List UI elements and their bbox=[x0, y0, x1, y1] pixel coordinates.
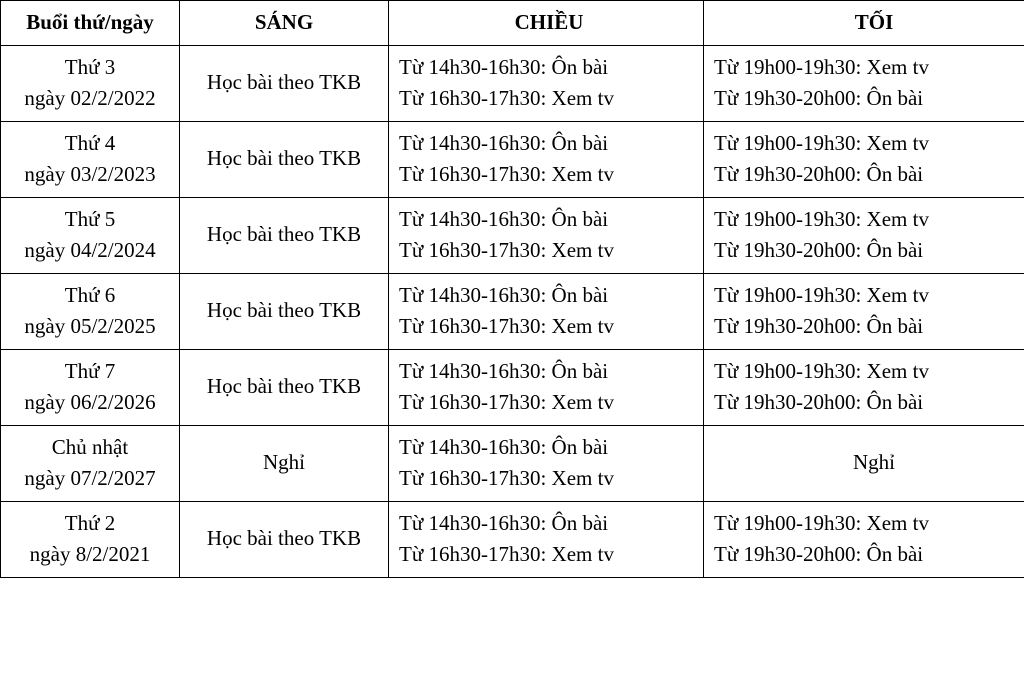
schedule-table: Buổi thứ/ngày SÁNG CHIỀU TỐI Thứ 3ngày 0… bbox=[0, 0, 1024, 578]
table-body: Thứ 3ngày 02/2/2022Học bài theo TKBTừ 14… bbox=[1, 45, 1024, 577]
table-row: Thứ 5ngày 04/2/2024Học bài theo TKBTừ 14… bbox=[1, 197, 1024, 273]
chieu-line1: Từ 14h30-16h30: Ôn bài bbox=[399, 432, 699, 464]
cell-toi: Từ 19h00-19h30: Xem tvTừ 19h30-20h00: Ôn… bbox=[704, 121, 1024, 197]
cell-chieu: Từ 14h30-16h30: Ôn bàiTừ 16h30-17h30: Xe… bbox=[389, 349, 704, 425]
chieu-line1: Từ 14h30-16h30: Ôn bài bbox=[399, 204, 699, 236]
cell-chieu: Từ 14h30-16h30: Ôn bàiTừ 16h30-17h30: Xe… bbox=[389, 45, 704, 121]
cell-toi: Nghỉ bbox=[704, 425, 1024, 501]
toi-line2: Từ 19h30-20h00: Ôn bài bbox=[714, 387, 1024, 419]
cell-chieu: Từ 14h30-16h30: Ôn bàiTừ 16h30-17h30: Xe… bbox=[389, 273, 704, 349]
chieu-line2: Từ 16h30-17h30: Xem tv bbox=[399, 539, 699, 571]
day-weekday: Thứ 4 bbox=[5, 128, 175, 160]
day-date: ngày 04/2/2024 bbox=[5, 235, 175, 267]
toi-line1: Từ 19h00-19h30: Xem tv bbox=[714, 280, 1024, 312]
cell-toi: Từ 19h00-19h30: Xem tvTừ 19h30-20h00: Ôn… bbox=[704, 197, 1024, 273]
cell-day: Thứ 5ngày 04/2/2024 bbox=[1, 197, 180, 273]
cell-day: Thứ 7ngày 06/2/2026 bbox=[1, 349, 180, 425]
cell-chieu: Từ 14h30-16h30: Ôn bàiTừ 16h30-17h30: Xe… bbox=[389, 425, 704, 501]
toi-line1: Từ 19h00-19h30: Xem tv bbox=[714, 52, 1024, 84]
cell-toi: Từ 19h00-19h30: Xem tvTừ 19h30-20h00: Ôn… bbox=[704, 45, 1024, 121]
header-sang: SÁNG bbox=[180, 1, 389, 46]
chieu-line1: Từ 14h30-16h30: Ôn bài bbox=[399, 128, 699, 160]
table-row: Thứ 2ngày 8/2/2021Học bài theo TKBTừ 14h… bbox=[1, 501, 1024, 577]
header-day: Buổi thứ/ngày bbox=[1, 1, 180, 46]
toi-line1: Nghỉ bbox=[714, 447, 1024, 479]
toi-line1: Từ 19h00-19h30: Xem tv bbox=[714, 508, 1024, 540]
toi-line2: Từ 19h30-20h00: Ôn bài bbox=[714, 83, 1024, 115]
cell-sang: Nghỉ bbox=[180, 425, 389, 501]
toi-line1: Từ 19h00-19h30: Xem tv bbox=[714, 204, 1024, 236]
chieu-line1: Từ 14h30-16h30: Ôn bài bbox=[399, 508, 699, 540]
toi-line2: Từ 19h30-20h00: Ôn bài bbox=[714, 539, 1024, 571]
day-date: ngày 8/2/2021 bbox=[5, 539, 175, 571]
day-weekday: Thứ 6 bbox=[5, 280, 175, 312]
cell-toi: Từ 19h00-19h30: Xem tvTừ 19h30-20h00: Ôn… bbox=[704, 273, 1024, 349]
chieu-line1: Từ 14h30-16h30: Ôn bài bbox=[399, 52, 699, 84]
cell-day: Thứ 2ngày 8/2/2021 bbox=[1, 501, 180, 577]
chieu-line2: Từ 16h30-17h30: Xem tv bbox=[399, 235, 699, 267]
chieu-line2: Từ 16h30-17h30: Xem tv bbox=[399, 463, 699, 495]
cell-chieu: Từ 14h30-16h30: Ôn bàiTừ 16h30-17h30: Xe… bbox=[389, 121, 704, 197]
cell-day: Thứ 6ngày 05/2/2025 bbox=[1, 273, 180, 349]
day-weekday: Thứ 2 bbox=[5, 508, 175, 540]
day-date: ngày 07/2/2027 bbox=[5, 463, 175, 495]
day-weekday: Thứ 5 bbox=[5, 204, 175, 236]
chieu-line1: Từ 14h30-16h30: Ôn bài bbox=[399, 356, 699, 388]
chieu-line1: Từ 14h30-16h30: Ôn bài bbox=[399, 280, 699, 312]
cell-day: Thứ 3ngày 02/2/2022 bbox=[1, 45, 180, 121]
chieu-line2: Từ 16h30-17h30: Xem tv bbox=[399, 311, 699, 343]
cell-sang: Học bài theo TKB bbox=[180, 121, 389, 197]
chieu-line2: Từ 16h30-17h30: Xem tv bbox=[399, 159, 699, 191]
cell-sang: Học bài theo TKB bbox=[180, 501, 389, 577]
table-row: Chủ nhậtngày 07/2/2027NghỉTừ 14h30-16h30… bbox=[1, 425, 1024, 501]
toi-line2: Từ 19h30-20h00: Ôn bài bbox=[714, 235, 1024, 267]
cell-chieu: Từ 14h30-16h30: Ôn bàiTừ 16h30-17h30: Xe… bbox=[389, 501, 704, 577]
header-chieu: CHIỀU bbox=[389, 1, 704, 46]
cell-chieu: Từ 14h30-16h30: Ôn bàiTừ 16h30-17h30: Xe… bbox=[389, 197, 704, 273]
day-date: ngày 02/2/2022 bbox=[5, 83, 175, 115]
header-toi: TỐI bbox=[704, 1, 1024, 46]
day-weekday: Thứ 3 bbox=[5, 52, 175, 84]
table-row: Thứ 4ngày 03/2/2023Học bài theo TKBTừ 14… bbox=[1, 121, 1024, 197]
cell-toi: Từ 19h00-19h30: Xem tvTừ 19h30-20h00: Ôn… bbox=[704, 349, 1024, 425]
toi-line1: Từ 19h00-19h30: Xem tv bbox=[714, 128, 1024, 160]
header-row: Buổi thứ/ngày SÁNG CHIỀU TỐI bbox=[1, 1, 1024, 46]
day-date: ngày 05/2/2025 bbox=[5, 311, 175, 343]
cell-sang: Học bài theo TKB bbox=[180, 45, 389, 121]
cell-day: Thứ 4ngày 03/2/2023 bbox=[1, 121, 180, 197]
toi-line1: Từ 19h00-19h30: Xem tv bbox=[714, 356, 1024, 388]
day-date: ngày 06/2/2026 bbox=[5, 387, 175, 419]
table-row: Thứ 7ngày 06/2/2026Học bài theo TKBTừ 14… bbox=[1, 349, 1024, 425]
chieu-line2: Từ 16h30-17h30: Xem tv bbox=[399, 387, 699, 419]
cell-day: Chủ nhậtngày 07/2/2027 bbox=[1, 425, 180, 501]
chieu-line2: Từ 16h30-17h30: Xem tv bbox=[399, 83, 699, 115]
toi-line2: Từ 19h30-20h00: Ôn bài bbox=[714, 159, 1024, 191]
table-row: Thứ 6ngày 05/2/2025Học bài theo TKBTừ 14… bbox=[1, 273, 1024, 349]
cell-sang: Học bài theo TKB bbox=[180, 273, 389, 349]
table-row: Thứ 3ngày 02/2/2022Học bài theo TKBTừ 14… bbox=[1, 45, 1024, 121]
cell-toi: Từ 19h00-19h30: Xem tvTừ 19h30-20h00: Ôn… bbox=[704, 501, 1024, 577]
day-weekday: Thứ 7 bbox=[5, 356, 175, 388]
cell-sang: Học bài theo TKB bbox=[180, 197, 389, 273]
cell-sang: Học bài theo TKB bbox=[180, 349, 389, 425]
day-weekday: Chủ nhật bbox=[5, 432, 175, 464]
toi-line2: Từ 19h30-20h00: Ôn bài bbox=[714, 311, 1024, 343]
day-date: ngày 03/2/2023 bbox=[5, 159, 175, 191]
